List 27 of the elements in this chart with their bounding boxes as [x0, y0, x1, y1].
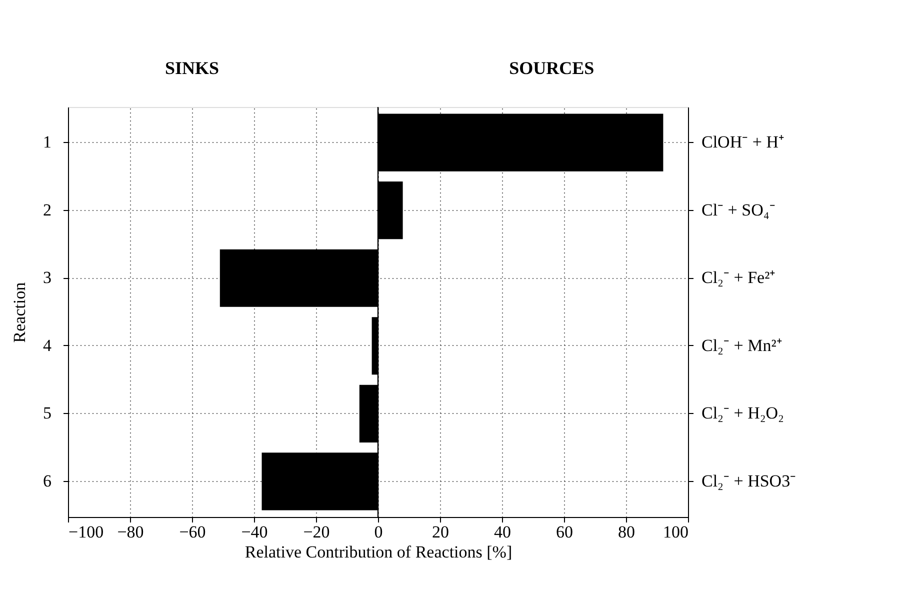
x-tick-label: 20: [432, 522, 449, 542]
y2-tick-label: Cl₂⁻ + H₂O₂: [702, 404, 784, 423]
x-tick-label: 40: [494, 522, 511, 542]
x-tick-label: −20: [303, 522, 330, 542]
x-tick-label: −80: [117, 522, 144, 542]
y-tick-label: 3: [43, 268, 52, 288]
x-tick-label: 0: [374, 522, 383, 542]
x-tick-label: −60: [179, 522, 206, 542]
y2-tick-label: Cl⁻ + SO₄⁻: [702, 200, 776, 220]
x-tick-label: 60: [556, 522, 573, 542]
x-tick-label: −40: [241, 522, 268, 542]
y-tick-label: 4: [43, 336, 52, 355]
x-tick-label: −100: [68, 522, 104, 542]
x-tick-label: 80: [618, 522, 635, 542]
y2-tick-label: Cl₂⁻ + Mn²⁺: [702, 336, 782, 355]
text: SOURCES: [509, 58, 594, 78]
y-axis-title: Reaction: [10, 282, 29, 343]
y2-tick-label: Cl₂⁻ + HSO3⁻: [702, 471, 796, 490]
y-tick-label: 1: [43, 132, 52, 152]
text: SINKS: [164, 58, 220, 78]
y-tick-label: 5: [43, 404, 52, 423]
y-tick-label: 6: [43, 471, 52, 490]
x-axis-title: Relative Contribution of Reactions [%]: [244, 542, 512, 562]
y-tick-label: 2: [43, 200, 52, 220]
y2-tick-label: ClOH⁻ + H⁺: [702, 132, 784, 152]
x-tick-label: 100: [663, 522, 688, 542]
y2-tick-label: Cl₂⁻ + Fe²⁺: [702, 268, 776, 288]
